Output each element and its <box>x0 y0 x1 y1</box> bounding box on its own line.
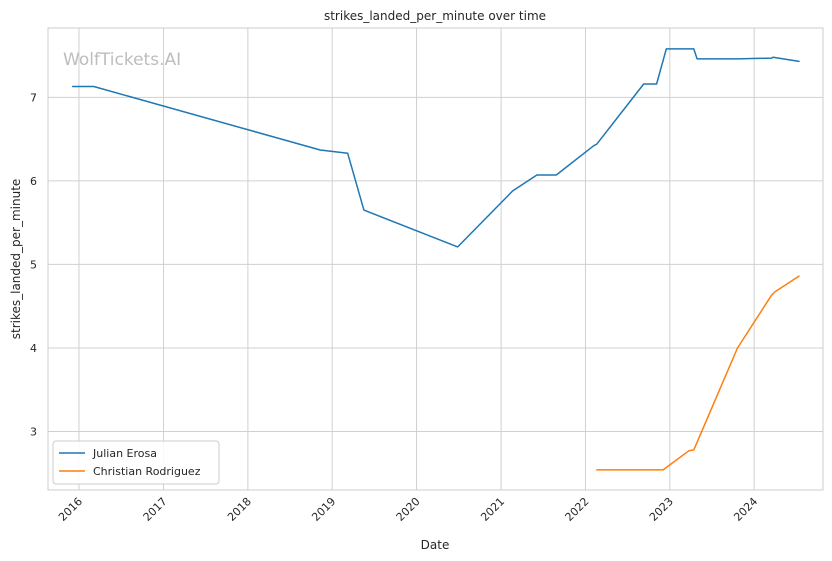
legend-label-christian-rodriguez: Christian Rodriguez <box>93 465 201 478</box>
series-line-christian-rodriguez <box>596 275 800 471</box>
y-axis-label: strikes_landed_per_minute <box>9 179 23 340</box>
y-tick-labels: 3 4 5 6 7 <box>30 91 37 438</box>
y-tick-label: 5 <box>30 258 37 271</box>
y-tick-label: 6 <box>30 175 37 188</box>
y-tick-label: 4 <box>30 342 37 355</box>
chart-title: strikes_landed_per_minute over time <box>324 9 546 23</box>
x-gridlines <box>78 28 755 490</box>
x-axis-label: Date <box>421 538 450 552</box>
legend: Julian Erosa Christian Rodriguez <box>52 440 220 485</box>
series-line-julian-erosa <box>71 48 800 248</box>
legend-box <box>52 440 220 485</box>
legend-label-julian-erosa: Julian Erosa <box>92 447 157 460</box>
watermark: WolfTickets.AI <box>63 50 181 70</box>
y-tick-label: 7 <box>30 91 37 104</box>
series-layer <box>71 48 800 471</box>
plot-area-frame <box>47 27 824 491</box>
y-tick-label: 3 <box>30 426 37 439</box>
y-gridlines <box>48 96 823 433</box>
